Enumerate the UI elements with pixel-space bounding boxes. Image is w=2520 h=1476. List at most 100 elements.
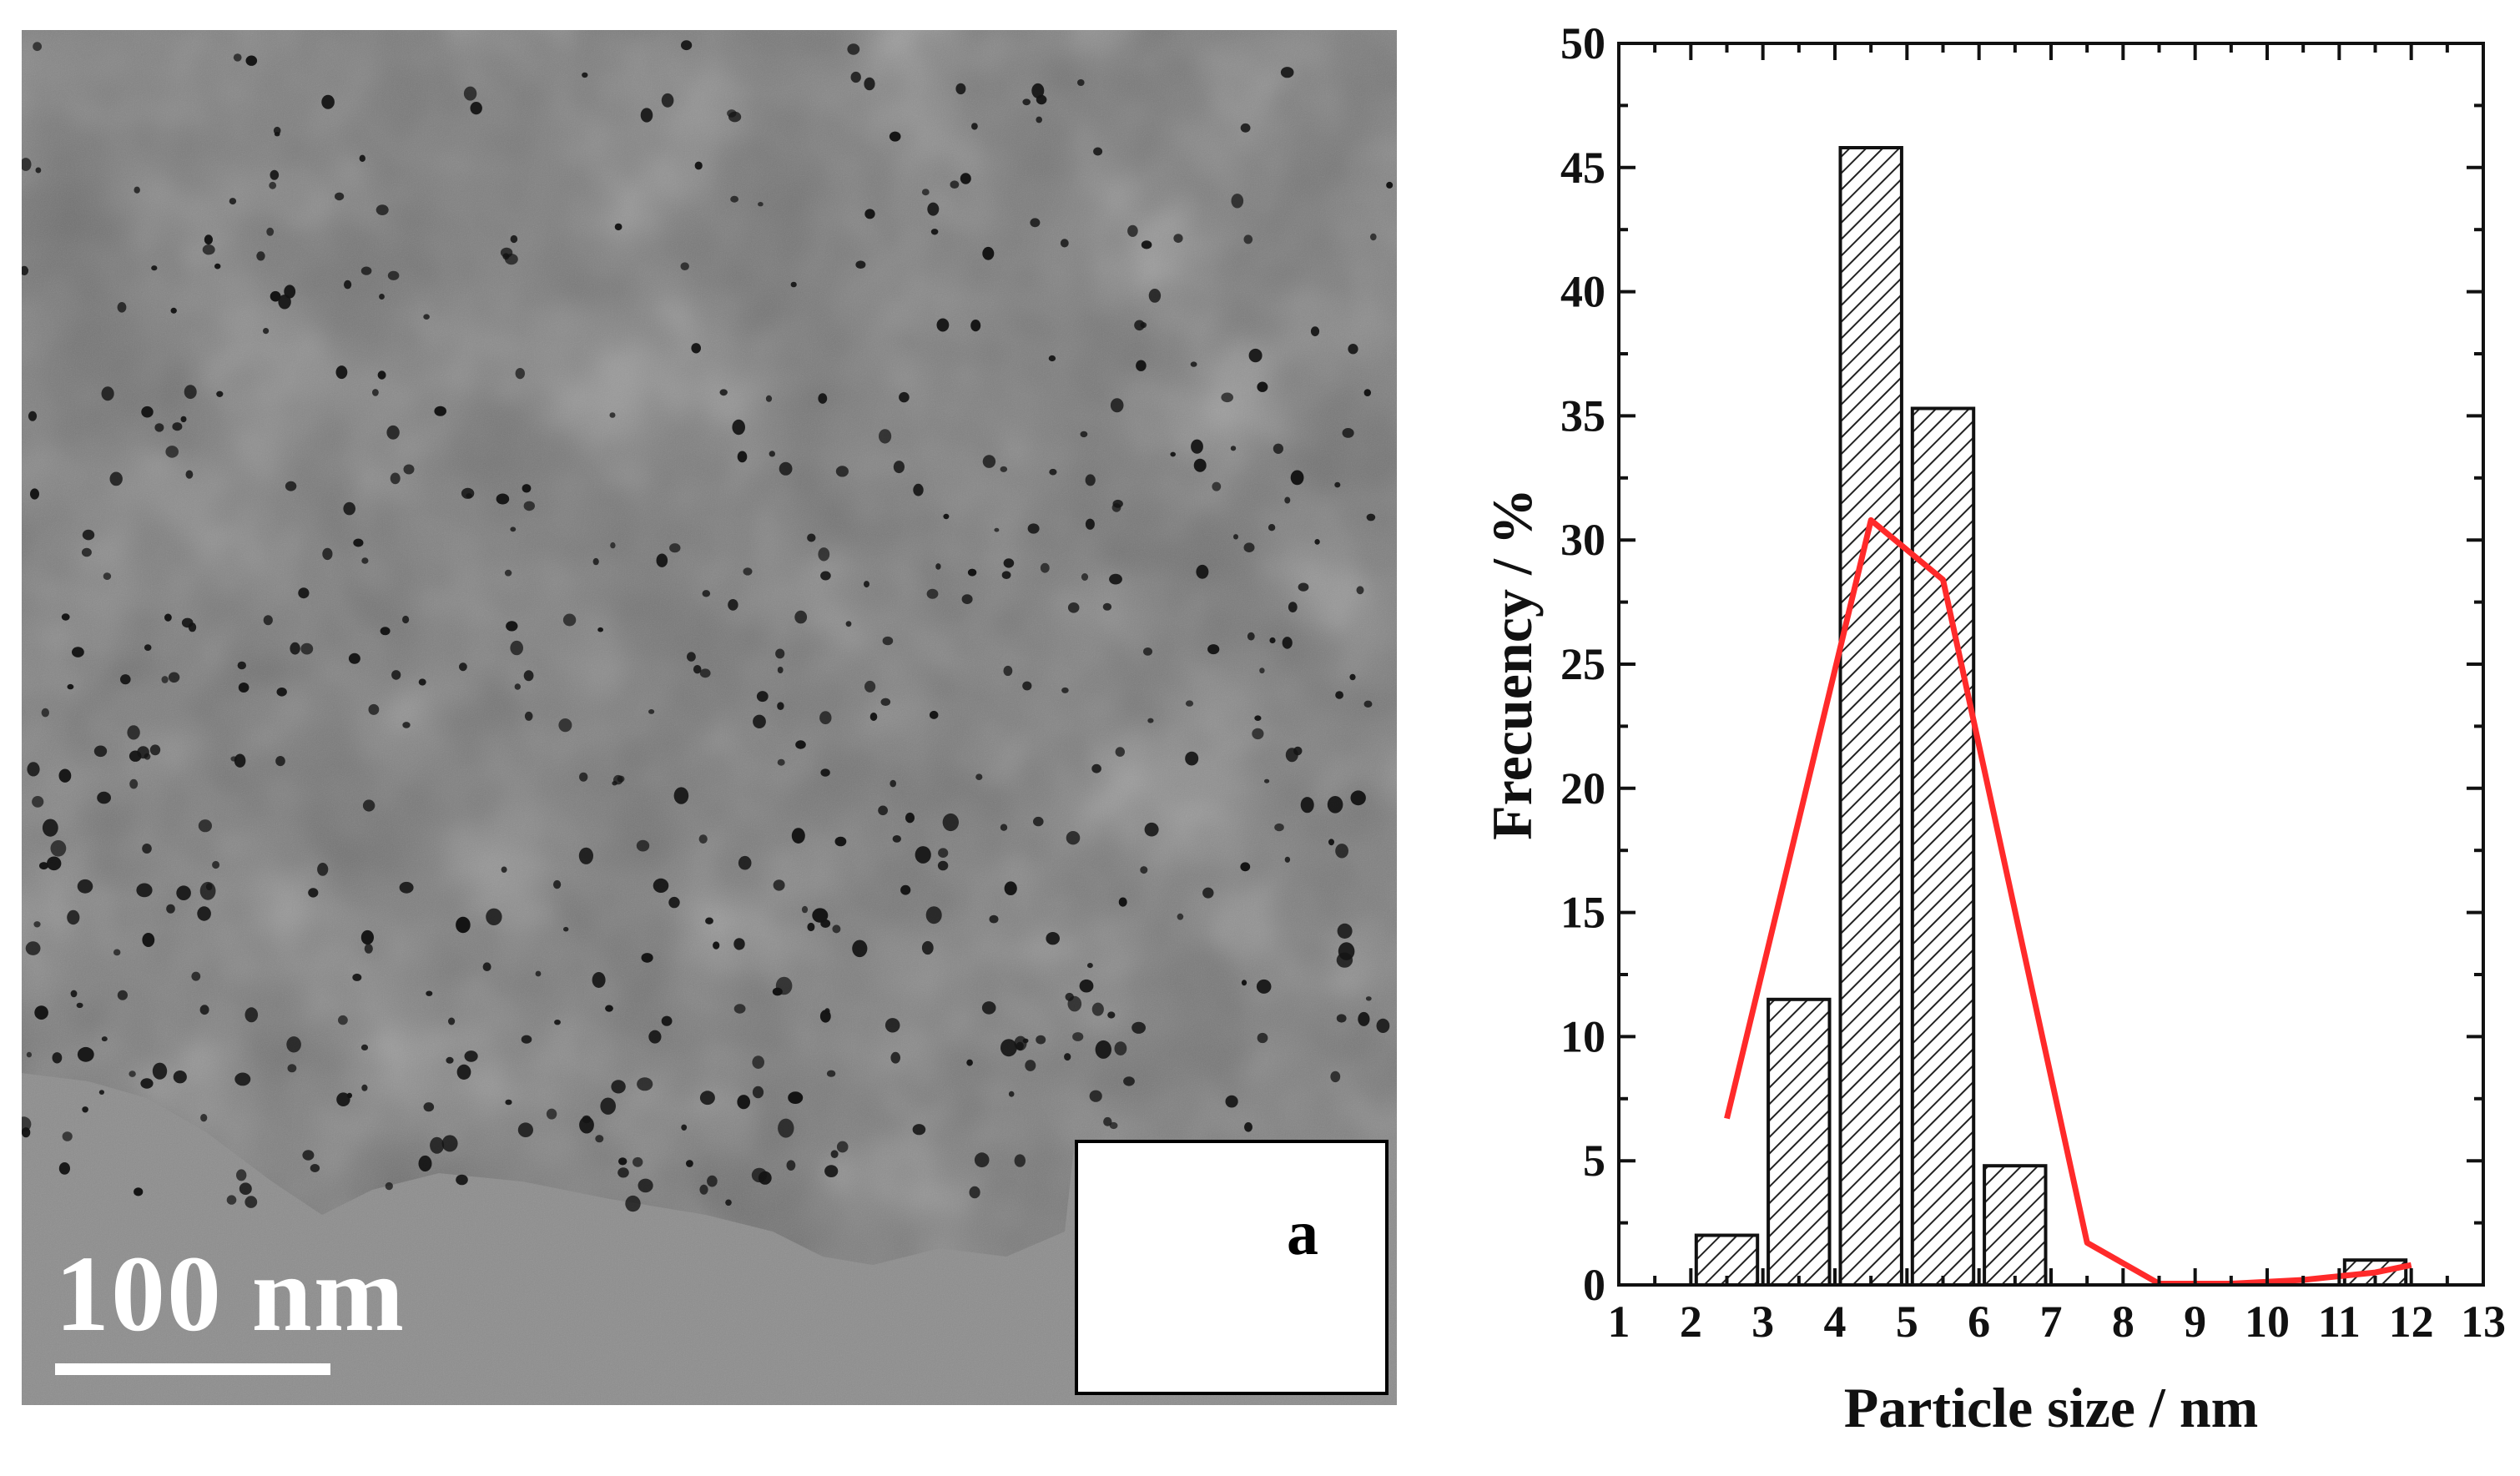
nanoparticle — [942, 813, 960, 832]
nanoparticle — [847, 43, 860, 55]
nanoparticle — [1170, 451, 1176, 457]
nanoparticle — [929, 710, 939, 719]
nanoparticle — [699, 1184, 708, 1195]
x-tick-label: 11 — [2318, 1297, 2361, 1347]
nanoparticle — [214, 263, 221, 270]
nanoparticle — [1036, 116, 1042, 123]
nanoparticle — [300, 642, 314, 655]
nanoparticle — [22, 265, 29, 275]
nanoparticle — [216, 390, 224, 397]
nanoparticle — [921, 940, 934, 955]
nanoparticle — [1025, 1060, 1036, 1071]
nanoparticle — [950, 180, 960, 189]
nanoparticle — [161, 676, 169, 683]
nanoparticle — [699, 1091, 715, 1106]
nanoparticle — [1264, 778, 1270, 783]
nanoparticle — [117, 990, 128, 1000]
nanoparticle — [380, 627, 391, 636]
x-tick-label: 4 — [1824, 1297, 1847, 1347]
nanoparticle — [737, 1095, 750, 1110]
nanoparticle — [801, 905, 809, 914]
nanoparticle — [673, 787, 689, 804]
nanoparticle — [76, 1002, 83, 1009]
nanoparticle — [81, 547, 92, 557]
nanoparticle — [752, 1086, 764, 1099]
nanoparticle — [239, 1182, 252, 1195]
nanoparticle — [864, 581, 869, 588]
nanoparticle — [39, 862, 48, 870]
y-tick-label: 45 — [1560, 143, 1605, 193]
nanoparticle — [974, 1152, 990, 1168]
nanoparticle — [1314, 539, 1320, 545]
nanoparticle — [517, 1122, 534, 1137]
nanoparticle — [1033, 816, 1044, 827]
nanoparticle — [387, 270, 400, 280]
nanoparticle — [263, 615, 273, 626]
nanoparticle — [648, 1030, 662, 1044]
nanoparticle — [820, 571, 831, 581]
nanoparticle — [129, 778, 139, 789]
nanoparticle — [882, 636, 894, 646]
nanoparticle — [298, 587, 310, 599]
nanoparticle — [889, 131, 901, 142]
nanoparticle — [33, 42, 42, 52]
nanoparticle — [758, 202, 764, 207]
nanoparticle — [185, 470, 194, 479]
nanoparticle — [361, 557, 369, 564]
nanoparticle — [142, 933, 155, 947]
nanoparticle — [61, 613, 70, 621]
nanoparticle — [205, 883, 213, 890]
nanoparticle — [256, 251, 265, 261]
nanoparticle — [691, 343, 701, 354]
nanoparticle — [1008, 1091, 1015, 1097]
nanoparticle — [523, 501, 535, 511]
nanoparticle — [165, 446, 179, 458]
nanoparticle — [1358, 1011, 1370, 1026]
nanoparticle — [743, 567, 753, 576]
nanoparticle — [546, 1108, 557, 1120]
nanoparticle — [1280, 67, 1294, 78]
nanoparticle — [1328, 839, 1334, 846]
nanoparticle — [778, 1118, 794, 1138]
nanoparticle — [1048, 355, 1056, 362]
nanoparticle — [521, 1035, 532, 1044]
nanoparticle — [1190, 361, 1197, 367]
x-tick-label: 9 — [2184, 1297, 2206, 1347]
nanoparticle — [845, 621, 852, 627]
nanoparticle — [1327, 796, 1343, 814]
nanoparticle — [1288, 602, 1298, 612]
nanoparticle — [610, 542, 616, 549]
nanoparticle — [1259, 667, 1265, 674]
nanoparticle — [1284, 496, 1291, 504]
nanoparticle — [694, 161, 703, 170]
nanoparticle — [372, 389, 379, 396]
nanoparticle — [582, 72, 588, 78]
nanoparticle — [1147, 718, 1154, 723]
nanoparticle — [103, 572, 112, 580]
nanoparticle — [592, 557, 599, 566]
nanoparticle — [1072, 1032, 1084, 1041]
nanoparticle — [322, 547, 333, 561]
nanoparticle — [176, 885, 191, 900]
nanoparticle — [943, 513, 950, 520]
nanoparticle — [1102, 602, 1112, 611]
nanoparticle — [1031, 83, 1045, 98]
nanoparticle — [180, 416, 187, 423]
nanoparticle — [50, 840, 67, 857]
nanoparticle — [1014, 1035, 1027, 1051]
nanoparticle — [244, 1196, 258, 1208]
nanoparticle — [501, 866, 507, 873]
nanoparticle — [430, 1136, 445, 1154]
nanoparticle — [1298, 582, 1309, 592]
nanoparticle — [1107, 1011, 1116, 1019]
nanoparticle — [136, 883, 153, 898]
nanoparticle — [456, 1174, 468, 1186]
nanoparticle — [558, 718, 572, 733]
nanoparticle — [1185, 700, 1194, 707]
nanoparticle — [885, 1018, 900, 1033]
nanoparticle — [869, 713, 878, 721]
nanoparticle — [1244, 1122, 1252, 1132]
y-tick-label: 10 — [1560, 1011, 1605, 1061]
nanoparticle — [937, 860, 949, 871]
nanoparticle — [753, 714, 766, 728]
